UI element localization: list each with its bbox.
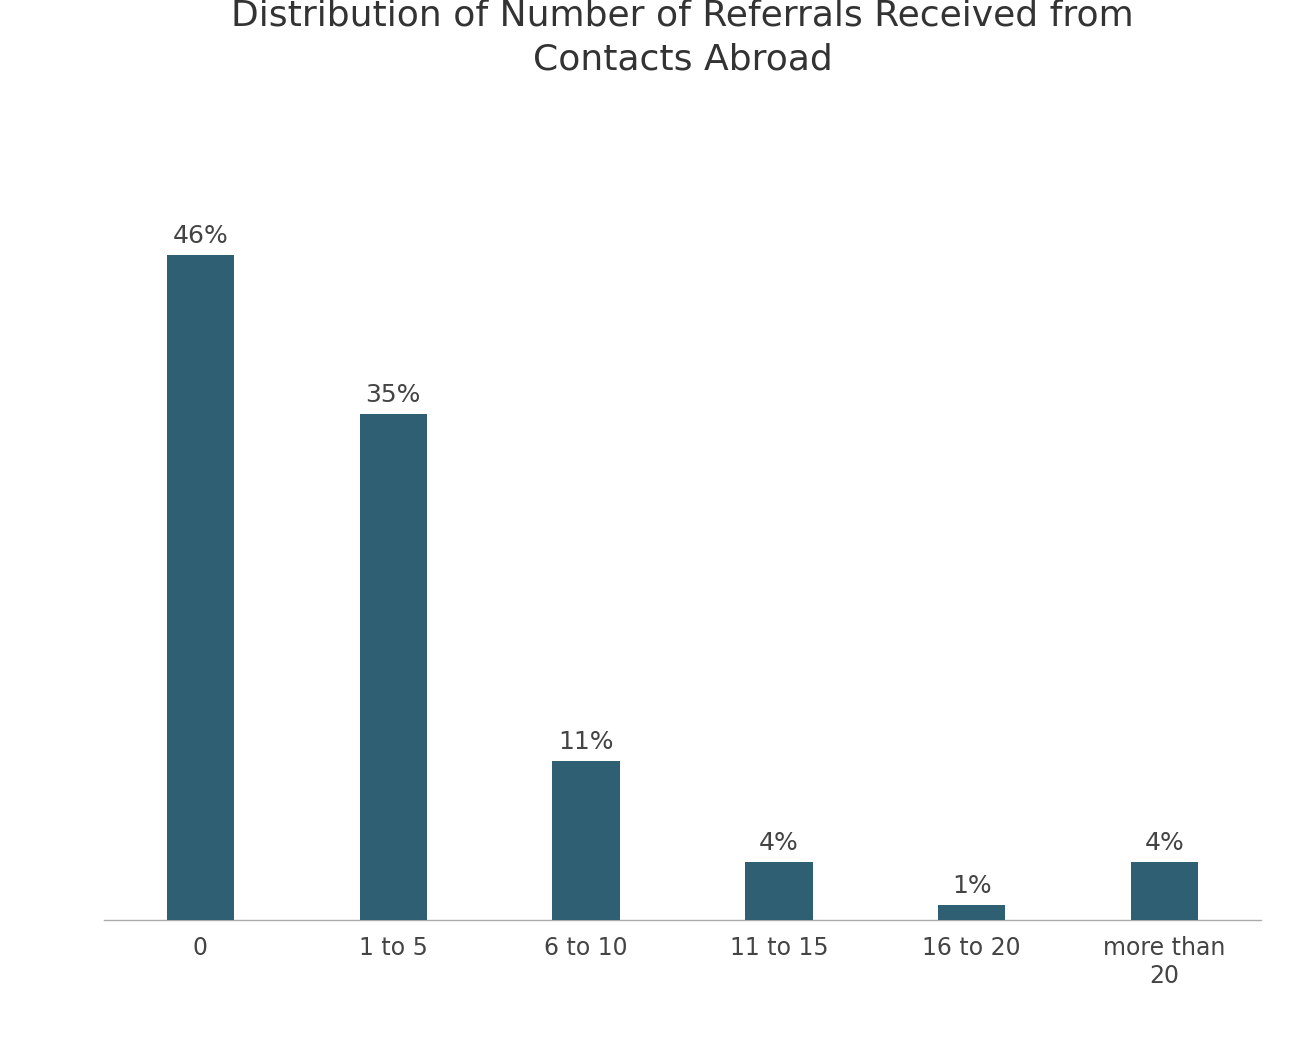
Text: 1%: 1% [952, 874, 992, 898]
Text: 11%: 11% [558, 729, 614, 753]
Text: 4%: 4% [1145, 831, 1184, 855]
Bar [939, 905, 1005, 920]
Text: 35%: 35% [365, 382, 421, 407]
Text: 4%: 4% [759, 831, 798, 855]
Bar [1131, 862, 1199, 920]
Title: Distribution of Number of Referrals Received from
Contacts Abroad: Distribution of Number of Referrals Rece… [231, 0, 1134, 77]
Bar [745, 862, 812, 920]
Bar [360, 414, 426, 920]
Text: 46%: 46% [173, 224, 229, 248]
Bar [166, 255, 234, 920]
Bar [552, 761, 620, 920]
